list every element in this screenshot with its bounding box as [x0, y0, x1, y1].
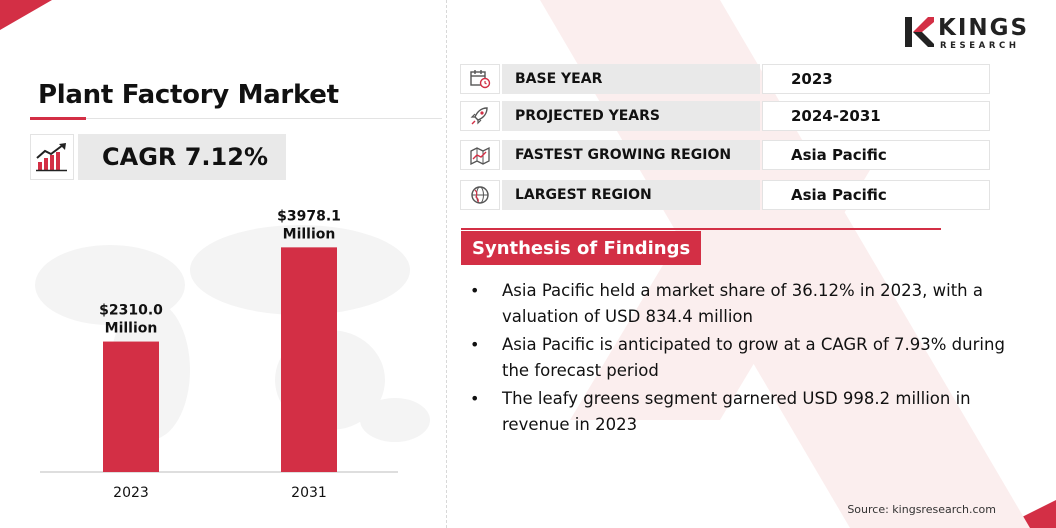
info-label: BASE YEAR — [502, 64, 760, 94]
world-map-watermark — [35, 225, 430, 442]
finding-item: Asia Pacific held a market share of 36.1… — [470, 278, 1030, 330]
bar-2023 — [103, 341, 159, 472]
info-icon-cell — [460, 180, 500, 210]
finding-item: Asia Pacific is anticipated to grow at a… — [470, 332, 1030, 384]
region-map-icon — [470, 146, 490, 165]
kings-logo-icon — [905, 17, 934, 47]
corner-decoration-top-left — [0, 0, 52, 30]
x-tick-label: 2031 — [291, 485, 327, 501]
info-icon-cell — [460, 140, 500, 170]
findings-list: Asia Pacific held a market share of 36.1… — [470, 278, 1030, 440]
bar-value-unit-label: Million — [105, 321, 158, 337]
info-label: FASTEST GROWING REGION — [502, 140, 760, 170]
info-value: 2024-2031 — [762, 101, 990, 131]
info-value: Asia Pacific — [762, 140, 990, 170]
title-underline-accent — [30, 117, 86, 120]
cagr-icon-box — [30, 134, 74, 180]
info-row-base-year: BASE YEAR 2023 — [460, 64, 990, 94]
bar-value-label: $3978.1 — [277, 208, 341, 224]
info-icon-cell — [460, 101, 500, 131]
bar-value-label: $2310.0 — [99, 303, 163, 319]
info-row-fastest-growing-region: FASTEST GROWING REGION Asia Pacific — [460, 140, 990, 170]
synthesis-rule — [461, 228, 941, 230]
logo-wordmark: KINGS — [938, 15, 1030, 41]
page-title: Plant Factory Market — [38, 80, 339, 110]
panel-divider — [446, 0, 447, 528]
bar-value-unit-label: Million — [283, 226, 336, 242]
info-row-largest-region: LARGEST REGION Asia Pacific — [460, 180, 990, 210]
rocket-icon — [470, 107, 488, 125]
finding-item: The leafy greens segment garnered USD 99… — [470, 386, 1030, 438]
corner-decoration-bottom-right — [1000, 500, 1056, 528]
cagr-badge: CAGR 7.12% — [78, 134, 286, 180]
synthesis-heading: Synthesis of Findings — [461, 231, 701, 265]
calendar-clock-icon — [470, 70, 491, 89]
info-value: Asia Pacific — [762, 180, 990, 210]
x-tick-label: 2023 — [113, 485, 149, 501]
title-underline — [86, 118, 442, 119]
source-credit: Source: kingsresearch.com — [847, 503, 996, 516]
market-size-bar-chart: $2310.0 Million 2023 $3978.1 Million 2031 — [35, 208, 430, 501]
brand-logo: KINGS RESEARCH — [904, 14, 1044, 54]
info-label: PROJECTED YEARS — [502, 101, 760, 131]
rising-bar-chart-icon — [36, 143, 67, 172]
info-value: 2023 — [762, 64, 990, 94]
logo-subline: RESEARCH — [940, 41, 1020, 51]
globe-icon — [471, 186, 489, 204]
info-label: LARGEST REGION — [502, 180, 760, 210]
info-icon-cell — [460, 64, 500, 94]
info-row-projected-years: PROJECTED YEARS 2024-2031 — [460, 101, 990, 131]
bar-2031 — [281, 247, 337, 472]
